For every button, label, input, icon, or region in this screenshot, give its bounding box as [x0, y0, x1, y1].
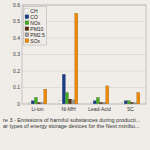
grid-line	[22, 54, 146, 55]
bar	[96, 97, 99, 104]
bar	[31, 101, 34, 104]
legend-label: SOx	[30, 38, 40, 44]
caption: re 3 - Emissions of harmful substances d…	[0, 116, 150, 130]
bar	[106, 86, 109, 104]
bar	[127, 101, 130, 104]
legend-frame	[24, 7, 47, 46]
bar	[44, 89, 47, 104]
x-tick-label: Li-ion	[31, 106, 43, 112]
bar	[124, 101, 127, 104]
legend-swatch	[25, 15, 29, 19]
x-tick-label: SC	[127, 106, 134, 112]
bar	[34, 97, 37, 104]
legend-swatch	[25, 39, 29, 43]
legend-swatch	[25, 9, 29, 13]
bar	[69, 99, 72, 104]
legend-swatch	[25, 27, 29, 31]
plot-frame	[22, 5, 146, 104]
bar	[62, 74, 65, 104]
bar	[65, 92, 68, 104]
y-tick-label: 0.6	[13, 2, 20, 8]
legend-swatch	[25, 33, 29, 37]
bar	[72, 100, 75, 104]
y-tick-label: 0.1	[13, 84, 20, 90]
chart: 0 0.1 0.2 0.3 0.4 0.5 0.6 Li-ion Ni-MH Lead-Acid S…	[0, 0, 150, 116]
y-tick-label: 0.4	[13, 35, 20, 41]
bar	[93, 101, 96, 104]
grid-line	[22, 87, 146, 88]
bar	[137, 92, 140, 104]
y-tick-label: 0.2	[13, 68, 20, 74]
x-tick-label: Ni-MH	[61, 106, 76, 112]
y-tick-label: 0	[17, 101, 20, 107]
x-tick-label: Lead-Acid	[88, 106, 111, 112]
bar	[59, 101, 62, 104]
legend: CHCONOxPM10PM2.5SOx	[24, 7, 47, 46]
y-tick-label: 0.5	[13, 18, 20, 24]
bar	[75, 13, 78, 104]
y-tick-label: 0.3	[13, 51, 20, 57]
grid-line	[22, 71, 146, 72]
legend-swatch	[25, 21, 29, 25]
